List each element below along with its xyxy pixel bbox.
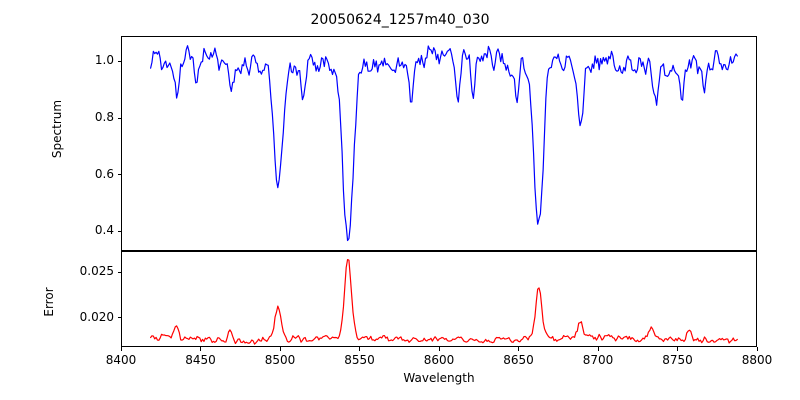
x-tick-label: 8500 (264, 353, 296, 367)
x-tick-mark (200, 347, 202, 351)
x-tick-label: 8550 (344, 353, 375, 367)
x-tick-mark (756, 347, 758, 351)
spectrum-data-line (150, 45, 738, 242)
x-tick-mark (677, 347, 679, 351)
y-tick-mark (117, 174, 121, 176)
y-tick-mark (117, 317, 121, 319)
y-tick-label: 1.0 (94, 53, 114, 68)
x-tick-label: 8750 (662, 353, 693, 367)
x-tick-mark (359, 347, 361, 351)
x-tick-label: 8650 (503, 353, 534, 367)
spectrum-line-plot (150, 45, 738, 242)
y-tick-mark (117, 230, 121, 232)
page-title: 20050624_1257m40_030 (310, 12, 490, 28)
x-tick-label: 8800 (741, 353, 773, 367)
x-tick-mark (438, 347, 440, 351)
x-tick-label: 8700 (582, 353, 614, 367)
error-data-line (150, 259, 738, 345)
y-tick-label: 0.6 (94, 166, 114, 181)
x-axis-label: Wavelength (403, 371, 475, 385)
x-tick-mark (518, 347, 520, 351)
x-tick-mark (120, 347, 122, 351)
y-tick-mark (117, 60, 121, 63)
x-tick-mark (597, 347, 599, 351)
y-tick-label: 0.020 (79, 309, 114, 324)
x-tick-label: 8450 (185, 353, 216, 367)
x-tick-mark (279, 347, 281, 351)
y-tick-mark (117, 117, 121, 119)
y-tick-label: 0.025 (79, 264, 114, 279)
error-plot-panel (121, 251, 757, 347)
error-line-plot (150, 259, 738, 345)
y-tick-label: 0.4 (94, 223, 114, 238)
y-tick-mark (117, 271, 121, 273)
spectrum-plot-panel (121, 36, 757, 251)
x-tick-label: 8400 (105, 353, 137, 367)
y-tick-label: 0.8 (94, 110, 114, 125)
x-tick-label: 8600 (423, 353, 455, 367)
